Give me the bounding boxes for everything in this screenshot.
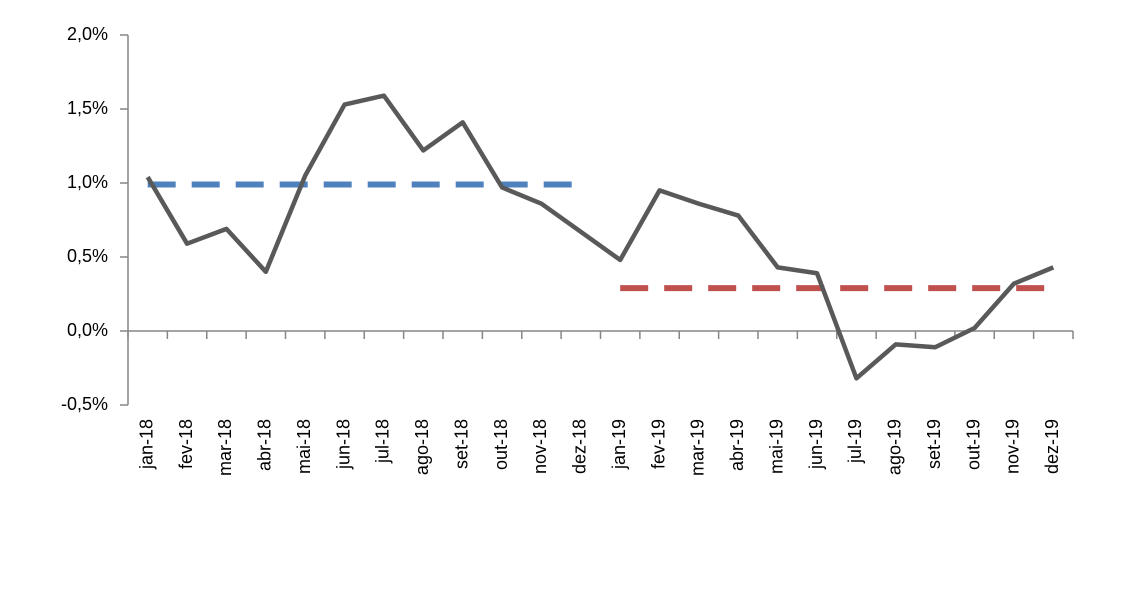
y-tick-label: 0,5% (67, 246, 108, 266)
x-tick-label: jan-18 (136, 419, 156, 470)
x-tick-label: abr-18 (255, 419, 275, 471)
x-tick-label: ago-19 (885, 419, 905, 475)
y-tick-label: 1,5% (67, 98, 108, 118)
x-tick-label: jun-19 (806, 419, 826, 470)
x-tick-label: dez-19 (1042, 419, 1062, 474)
x-tick-label: jul-18 (373, 419, 393, 464)
x-tick-label: abr-19 (727, 419, 747, 471)
y-tick-label: -0,5% (61, 394, 108, 414)
x-tick-label: out-19 (963, 419, 983, 470)
data-line (145, 93, 1055, 381)
x-tick-label: mar-19 (688, 419, 708, 476)
x-tick-label: fev-19 (648, 419, 668, 469)
x-tick-label: mar-18 (215, 419, 235, 476)
x-tick-label: mai-18 (294, 419, 314, 474)
x-tick-label: set-19 (924, 419, 944, 469)
x-tick-label: out-18 (491, 419, 511, 470)
x-tick-label: ago-18 (412, 419, 432, 475)
x-tick-label: set-18 (451, 419, 471, 469)
y-tick-label: 0,0% (67, 320, 108, 340)
x-tick-label: jul-19 (845, 419, 865, 464)
x-tick-label: mai-19 (766, 419, 786, 474)
x-tick-label: jun-18 (333, 419, 353, 470)
x-tick-label: jan-19 (609, 419, 629, 470)
x-tick-label: nov-19 (1003, 419, 1023, 474)
y-tick-label: 1,0% (67, 172, 108, 192)
y-tick-label: 2,0% (67, 24, 108, 44)
x-tick-label: nov-18 (530, 419, 550, 474)
x-tick-label: dez-18 (570, 419, 590, 474)
x-tick-label: fev-18 (176, 419, 196, 469)
